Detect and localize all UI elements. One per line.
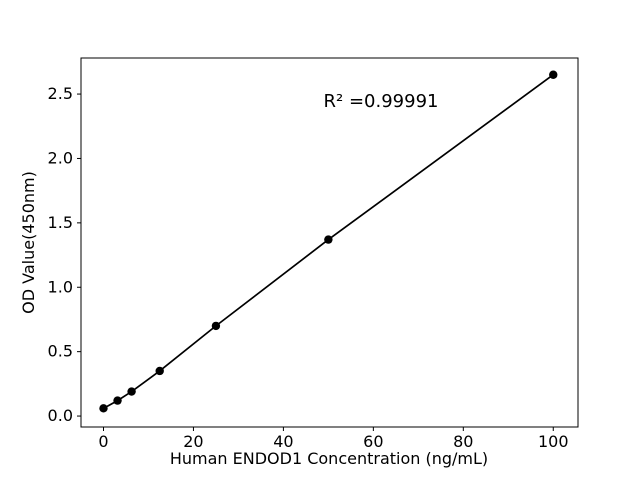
y-tick-label: 0.5: [48, 342, 73, 361]
r-squared-annotation: R² =0.99991: [324, 91, 439, 112]
data-point: [155, 366, 164, 376]
x-tick-label: 80: [453, 432, 473, 451]
data-point: [324, 235, 333, 244]
x-tick-label: 40: [273, 432, 293, 451]
y-tick-label: 1.0: [48, 277, 73, 296]
data-point: [99, 404, 108, 413]
x-axis-label: Human ENDOD1 Concentration (ng/mL): [170, 449, 488, 468]
x-tick-label: 60: [363, 432, 383, 451]
axes-frame: [80, 57, 579, 428]
x-tick-label: 0: [98, 432, 108, 451]
data-point: [549, 70, 558, 79]
plot-area: 0 20 40 60 80 100 0.0 0.5 1.0 1.5 2.0 2.5: [48, 57, 579, 451]
x-tick-label: 100: [538, 432, 569, 451]
y-tick-label: 1.5: [48, 213, 73, 232]
y-axis-label: OD Value(450nm): [19, 171, 38, 314]
y-tick-label: 2.5: [48, 84, 73, 103]
y-tick-label: 0.0: [48, 406, 73, 425]
data-point: [113, 396, 122, 405]
data-point: [127, 387, 136, 396]
x-tick-label: 20: [183, 432, 203, 451]
data-point: [211, 321, 221, 331]
y-tick-label: 2.0: [48, 148, 73, 167]
